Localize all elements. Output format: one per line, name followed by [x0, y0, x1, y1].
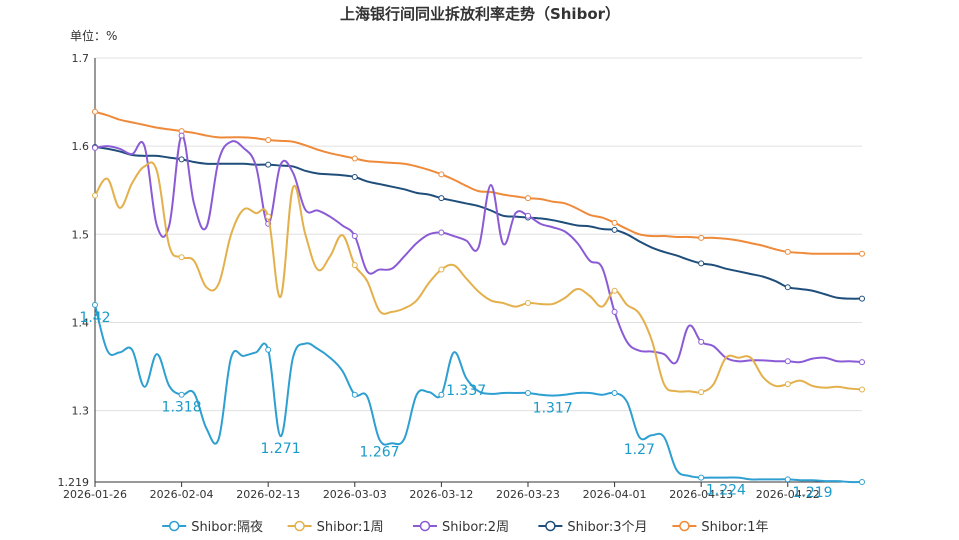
series-point[interactable] — [524, 389, 531, 396]
series-point[interactable] — [351, 155, 358, 162]
data-label: 1.317 — [533, 401, 573, 417]
series-point[interactable] — [438, 195, 445, 202]
series-point[interactable] — [524, 212, 531, 219]
series-point[interactable] — [351, 262, 358, 269]
grid-layer — [95, 57, 862, 483]
series-point[interactable] — [784, 248, 791, 255]
series-point[interactable] — [611, 287, 618, 294]
series-point[interactable] — [92, 144, 98, 151]
series-line — [94, 110, 862, 255]
series-point[interactable] — [92, 108, 98, 115]
x-tick-label: 2026-01-26 — [63, 488, 127, 501]
series-point[interactable] — [438, 229, 445, 236]
series-point[interactable] — [265, 161, 272, 168]
series-point[interactable] — [859, 479, 865, 485]
legend-swatch-marker — [545, 520, 556, 532]
series-point[interactable] — [438, 391, 445, 398]
unit-label: 单位：% — [70, 28, 117, 43]
legend-label: Shibor:3个月 — [567, 520, 647, 535]
y-tick-label: 1.219 — [58, 476, 90, 489]
series-point[interactable] — [859, 250, 865, 257]
axis-layer: 1.219 1.3 1.4 1.5 1.6 1.7 2026-01-26 2026-02-04… — [58, 52, 862, 501]
series-point[interactable] — [178, 156, 185, 163]
series-point[interactable] — [92, 192, 98, 199]
series-point[interactable] — [784, 381, 791, 388]
y-tick-label: 1.5 — [72, 228, 90, 241]
series-point[interactable] — [351, 391, 358, 398]
series-point[interactable] — [524, 195, 531, 202]
series-line — [94, 304, 863, 484]
series-point[interactable] — [438, 266, 445, 273]
series-line — [94, 134, 863, 365]
legend-swatch-marker — [679, 520, 690, 532]
data-label: 1.267 — [359, 445, 399, 461]
data-label: 1.27 — [624, 442, 655, 458]
x-tick-label: 2026-02-04 — [150, 488, 214, 501]
x-tick-label: 2026-03-12 — [409, 488, 473, 501]
series-line — [94, 161, 863, 394]
legend-swatch-marker — [294, 520, 305, 532]
legend-item[interactable]: Shibor:1周 — [287, 520, 384, 535]
series-point[interactable] — [351, 233, 358, 240]
series-line — [94, 146, 863, 300]
y-tick-label: 1.7 — [72, 52, 90, 65]
series-point[interactable] — [92, 301, 98, 308]
legend[interactable]: Shibor:隔夜 Shibor:1周 Shibor:2周 Shibor:3个月 Shi… — [162, 520, 768, 535]
legend-label: Shibor:隔夜 — [191, 520, 263, 535]
legend-label: Shibor:1周 — [317, 520, 384, 535]
x-tick-label: 2026-04-13 — [669, 488, 733, 501]
data-label-layer: 1.42 1.318 1.271 1.267 1.337 1.317 1.27 1.224 1.… — [79, 310, 832, 501]
series-layer — [92, 108, 865, 485]
data-label: 1.271 — [261, 441, 301, 457]
series-point[interactable] — [524, 300, 531, 307]
x-tick-label: 2026-02-13 — [236, 488, 300, 501]
series-point[interactable] — [784, 358, 791, 365]
legend-item[interactable]: Shibor:1年 — [672, 520, 768, 535]
y-tick-label: 1.6 — [72, 140, 90, 153]
series-point[interactable] — [265, 136, 272, 143]
legend-item[interactable]: Shibor:隔夜 — [162, 520, 263, 535]
y-tick-label: 1.4 — [72, 316, 90, 329]
data-label: 1.224 — [706, 483, 746, 499]
x-tick-label: 2026-03-23 — [496, 488, 560, 501]
legend-swatch-marker — [168, 520, 180, 532]
chart-title: 上海银行间同业拆放利率走势（Shibor） — [340, 5, 620, 23]
series-point[interactable] — [611, 389, 618, 396]
legend-label: Shibor:1年 — [701, 520, 768, 535]
series-point[interactable] — [265, 213, 272, 220]
y-tick-label: 1.3 — [72, 405, 90, 418]
series-point[interactable] — [178, 132, 185, 139]
series-point[interactable] — [859, 295, 865, 302]
series-point[interactable] — [698, 338, 705, 345]
legend-swatch-marker — [419, 520, 431, 532]
x-tick-label: 2026-03-03 — [323, 488, 387, 501]
series-point[interactable] — [698, 474, 705, 481]
x-tick-label: 2026-04-01 — [583, 488, 647, 501]
data-label: 1.42 — [79, 310, 110, 326]
legend-label: Shibor:2周 — [442, 520, 509, 535]
data-label: 1.318 — [162, 400, 202, 416]
series-point[interactable] — [698, 234, 705, 241]
x-tick-label: 2026-04-22 — [756, 488, 820, 501]
series-point[interactable] — [611, 308, 618, 315]
series-point[interactable] — [265, 346, 272, 353]
series-point[interactable] — [698, 389, 705, 396]
series-point[interactable] — [178, 254, 185, 261]
series-point[interactable] — [351, 174, 358, 181]
data-label: 1.337 — [446, 383, 486, 399]
series-point[interactable] — [178, 391, 185, 398]
series-point[interactable] — [698, 260, 705, 267]
series-point[interactable] — [859, 386, 865, 393]
series-point[interactable] — [611, 226, 618, 233]
data-label: 1.219 — [792, 485, 832, 501]
series-point[interactable] — [859, 359, 865, 366]
series-point[interactable] — [784, 476, 791, 483]
series-point[interactable] — [611, 219, 618, 226]
series-point[interactable] — [438, 171, 445, 178]
series-point[interactable] — [784, 284, 791, 291]
legend-item[interactable]: Shibor:2周 — [413, 520, 509, 535]
legend-item[interactable]: Shibor:3个月 — [538, 520, 647, 535]
